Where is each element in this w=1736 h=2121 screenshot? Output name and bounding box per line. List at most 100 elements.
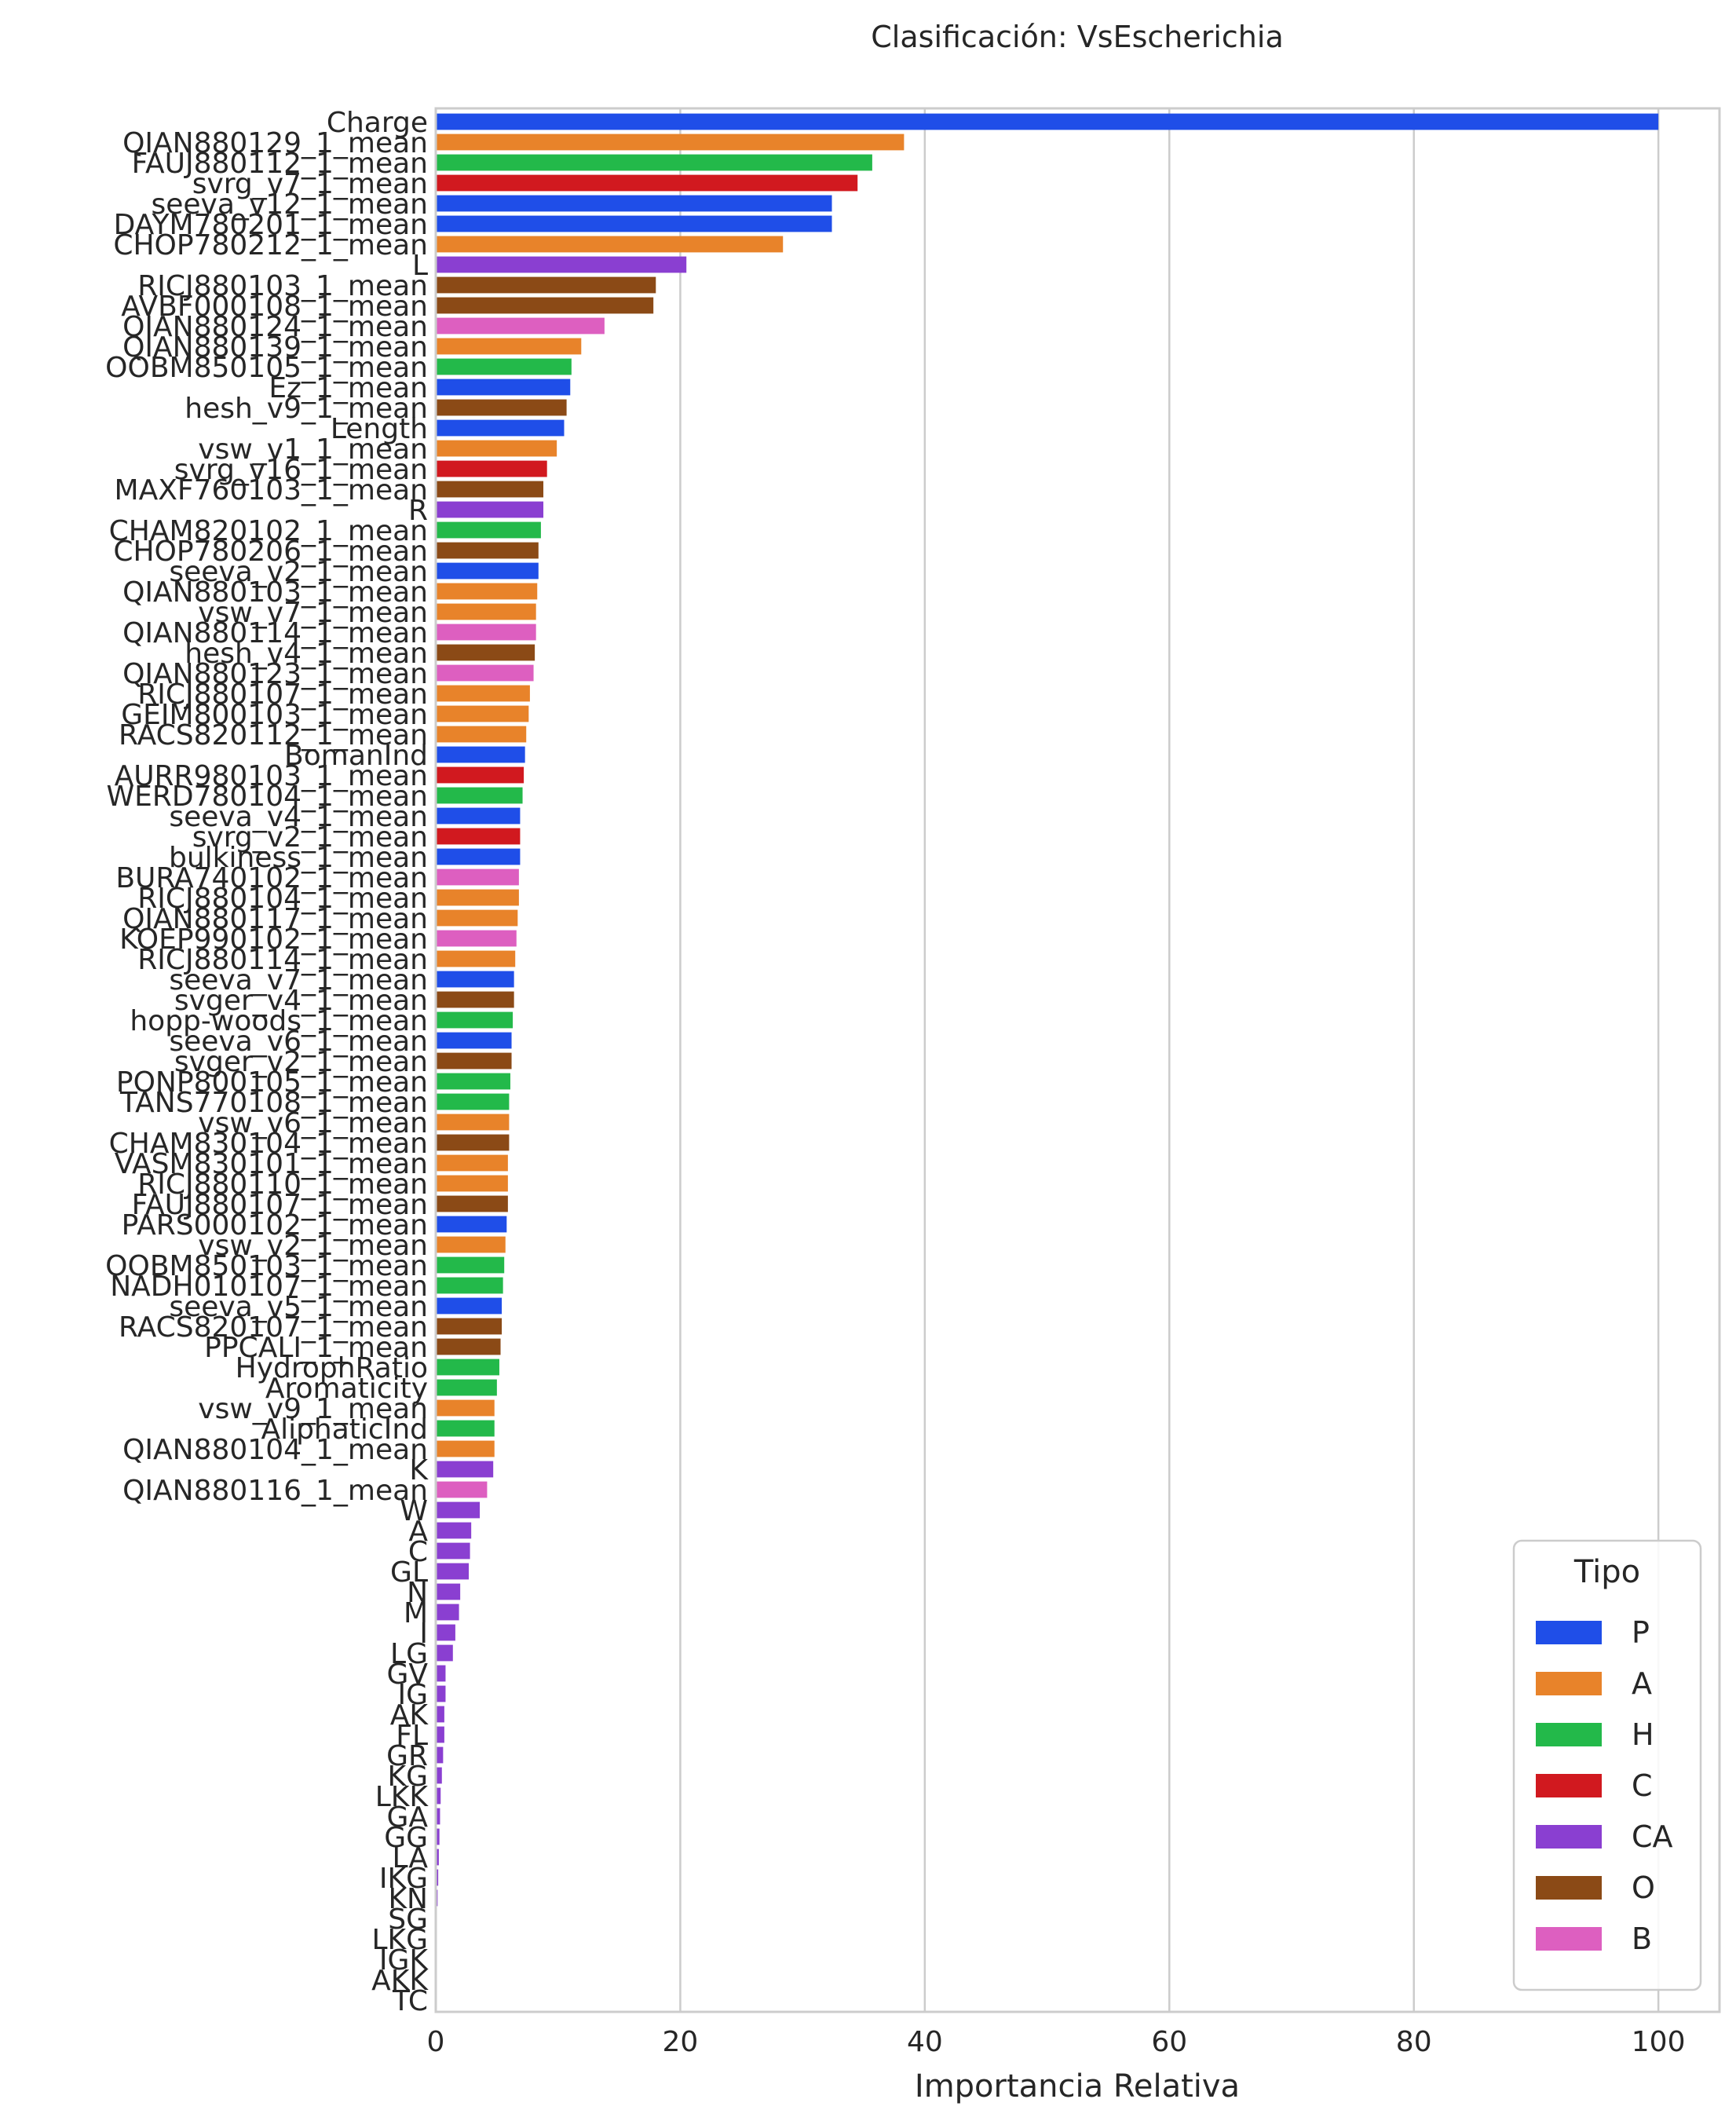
bar (436, 583, 538, 600)
legend-label: C (1632, 1768, 1653, 1803)
y-tick-label: LG (390, 1638, 428, 1670)
bar (436, 889, 519, 906)
bar (436, 1849, 439, 1866)
legend-label: CA (1632, 1819, 1673, 1854)
y-tick-label: hesh_v9_1_mean (185, 393, 428, 425)
bar (436, 1093, 510, 1110)
bar (436, 1461, 494, 1478)
y-tick-label: BomanInd (284, 740, 428, 772)
bar (436, 1154, 508, 1172)
y-tick-label: HydrophRatio (236, 1352, 428, 1384)
bar (436, 1236, 506, 1253)
bar (436, 1297, 503, 1315)
bar (436, 1073, 510, 1090)
y-tick-label: MAXF760103_1_mean (115, 474, 428, 506)
y-tick-label: RICJ880110_1_mean (137, 1168, 428, 1201)
bar (436, 440, 557, 457)
bar (436, 521, 541, 539)
y-tick-label: W (400, 1495, 428, 1527)
y-tick-label: SG (388, 1903, 428, 1936)
y-tick-label: QIAN880123_1_mean (122, 658, 428, 690)
y-tick-label: QIAN880104_1_mean (122, 1434, 428, 1466)
y-tick-label: C (408, 1536, 428, 1568)
y-tick-label: AVBF000108_1_mean (121, 291, 428, 323)
bar (436, 1134, 510, 1151)
y-tick-label: GR (386, 1740, 428, 1772)
grid-lines (679, 108, 1660, 2012)
y-tick-label: CHOP780212_1_mean (113, 229, 428, 261)
y-tick-label: NADH010107_1_mean (110, 1271, 428, 1303)
legend-swatch (1536, 1927, 1602, 1951)
bar (436, 971, 514, 988)
y-tick-label: IGK (379, 1944, 429, 1977)
bar (436, 1318, 503, 1335)
y-tick-label: QIAN880129_1_mean (122, 127, 428, 159)
y-tick-label: A (408, 1516, 428, 1548)
bar (436, 1338, 501, 1355)
bar (436, 991, 514, 1008)
bar (436, 276, 656, 294)
bar (436, 1624, 455, 1641)
bar (436, 787, 523, 804)
y-tick-label: RACS820107_1_mean (119, 1311, 428, 1344)
y-tick-label: QIAN880103_1_mean (122, 576, 428, 609)
bar (436, 215, 832, 232)
bar (436, 1604, 459, 1621)
y-tick-label: RICJ880104_1_mean (137, 883, 428, 915)
x-tick-label: 20 (663, 2026, 699, 2058)
x-axis-label: Importancia Relativa (915, 2068, 1240, 2105)
bar (436, 726, 527, 743)
y-tick-label: IKG (379, 1863, 428, 1895)
y-tick-label: vsw_v6_1_mean (198, 1107, 428, 1139)
y-tick-label: FAUJ880112_1_mean (132, 148, 428, 180)
bar (436, 1685, 446, 1702)
bar (436, 174, 858, 192)
bar (436, 317, 605, 335)
bar (436, 930, 517, 947)
bar (436, 399, 567, 416)
y-tick-label: DAYM780201_1_mean (114, 209, 428, 241)
bar (436, 256, 687, 273)
bar (436, 603, 536, 620)
bar (436, 133, 905, 151)
bar (436, 338, 582, 355)
bar (436, 542, 539, 559)
bar (436, 297, 654, 314)
y-tick-label: svrg_v2_1_mean (192, 821, 428, 854)
y-tick-label: QIAN880139_1_mean (122, 331, 428, 364)
bar (436, 766, 524, 784)
bar (436, 1175, 508, 1192)
y-tick-label: hesh_v4_1_mean (185, 638, 428, 670)
bar (436, 1563, 470, 1580)
y-tick-label: PARS000102_1_mean (122, 1209, 428, 1242)
bar (436, 1787, 441, 1805)
y-tick-label: I (419, 1618, 428, 1650)
chart-title: Clasificación: VsEscherichia (871, 20, 1283, 54)
legend-label: A (1632, 1666, 1652, 1701)
bar (436, 746, 525, 763)
y-tick-label: R (408, 495, 428, 527)
y-tick-label: svrg_v16_1_mean (174, 454, 428, 486)
bar (436, 664, 534, 682)
y-tick-label: K (409, 1454, 429, 1487)
bar (436, 1746, 444, 1764)
bar (436, 1665, 446, 1682)
y-tick-label: AliphaticInd (261, 1413, 428, 1446)
y-tick-label: vsw_v1_1_mean (198, 433, 428, 466)
bar (436, 1114, 510, 1131)
y-tick-label: IG (397, 1679, 428, 1711)
bar (436, 848, 521, 865)
y-tick-label: GEIM800103_1_mean (121, 699, 428, 731)
y-tick-label: QIAN880117_1_mean (122, 903, 428, 935)
legend-label: P (1632, 1615, 1650, 1650)
y-tick-label: M (404, 1597, 428, 1629)
bar (436, 1256, 505, 1274)
bar (436, 1501, 481, 1519)
y-tick-label: LA (392, 1842, 428, 1874)
y-tick-label: Ez_1_mean (269, 372, 428, 404)
y-tick-label: Charge (327, 107, 428, 139)
y-tick-label: bulkiness_1_mean (169, 842, 428, 874)
y-tick-label: PONP800105_1_mean (116, 1066, 428, 1099)
